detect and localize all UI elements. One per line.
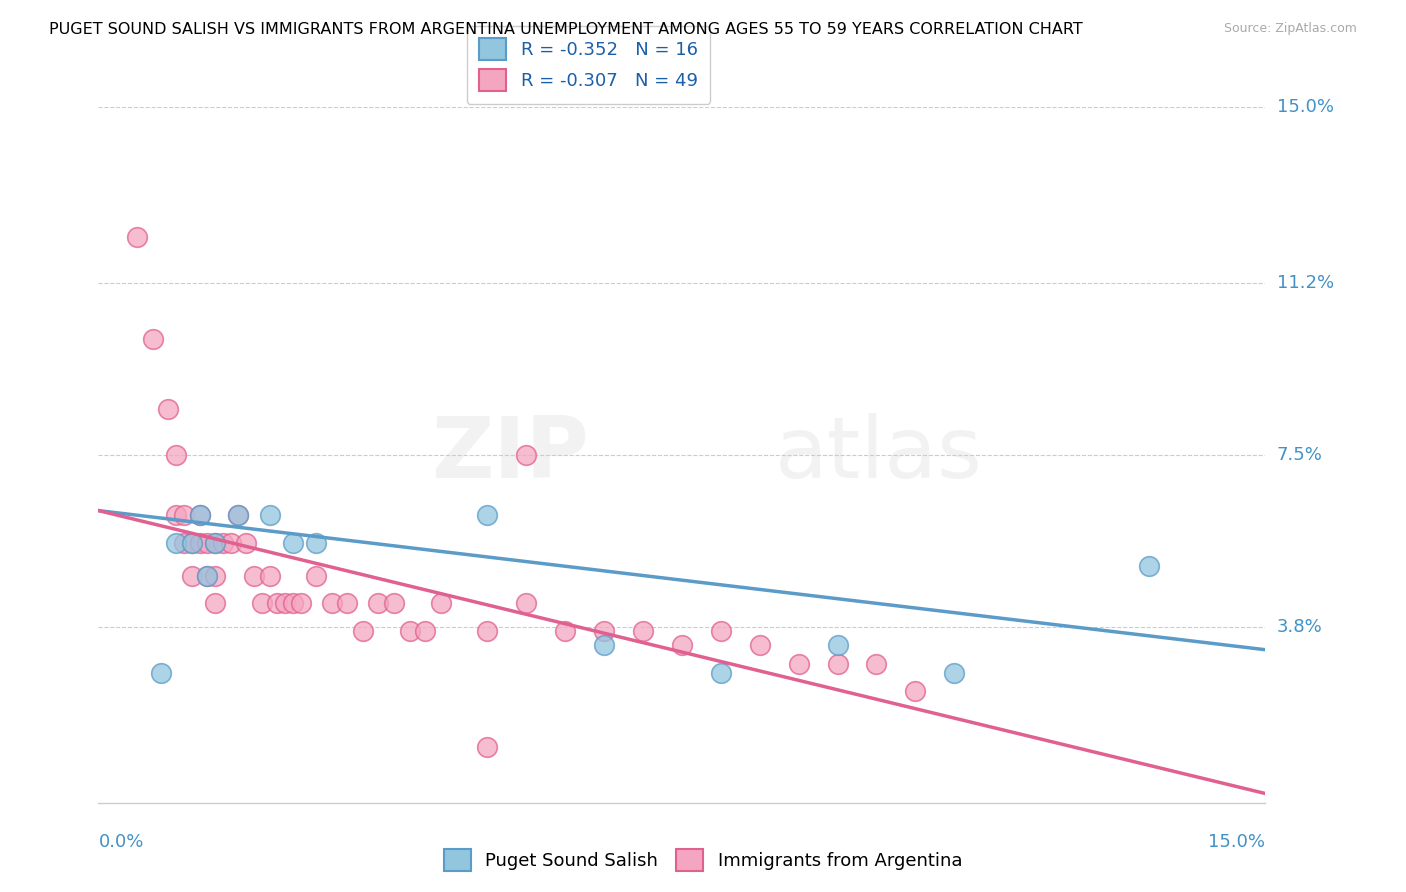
Point (127, 230, 149, 244)
Point (250, 596, 273, 610)
Point (188, 508, 211, 523)
Point (827, 638, 849, 652)
Text: atlas: atlas (775, 413, 983, 497)
Point (195, 568, 218, 582)
Text: 0.0%: 0.0% (98, 833, 143, 851)
Point (188, 508, 211, 523)
Point (228, 508, 250, 523)
Legend: R = -0.352   N = 16, R = -0.307   N = 49: R = -0.352 N = 16, R = -0.307 N = 49 (467, 26, 710, 104)
Point (748, 638, 770, 652)
Point (827, 657, 849, 671)
Point (195, 536, 218, 550)
Point (515, 596, 537, 610)
Point (259, 508, 281, 523)
Point (195, 568, 218, 582)
Point (593, 624, 616, 639)
Point (173, 508, 195, 523)
Text: Source: ZipAtlas.com: Source: ZipAtlas.com (1223, 22, 1357, 36)
Point (305, 568, 328, 582)
Point (710, 665, 733, 680)
Point (321, 596, 343, 610)
Point (235, 536, 257, 550)
Point (290, 596, 312, 610)
Point (165, 536, 187, 550)
Text: 15.0%: 15.0% (1277, 98, 1333, 116)
Point (204, 596, 226, 610)
Point (515, 448, 537, 462)
Point (477, 508, 499, 523)
Point (165, 448, 187, 462)
Point (477, 624, 499, 639)
Point (382, 596, 405, 610)
Point (398, 624, 420, 639)
Text: ZIP: ZIP (430, 413, 589, 497)
Point (336, 596, 359, 610)
Point (631, 624, 654, 639)
Point (204, 568, 226, 582)
Text: PUGET SOUND SALISH VS IMMIGRANTS FROM ARGENTINA UNEMPLOYMENT AMONG AGES 55 TO 59: PUGET SOUND SALISH VS IMMIGRANTS FROM AR… (49, 22, 1083, 37)
Point (259, 568, 281, 582)
Point (180, 536, 202, 550)
Point (554, 624, 576, 639)
Point (281, 536, 304, 550)
Point (219, 536, 242, 550)
Point (204, 536, 226, 550)
Point (429, 596, 451, 610)
Point (787, 657, 810, 671)
Point (477, 740, 499, 755)
Legend: Puget Sound Salish, Immigrants from Argentina: Puget Sound Salish, Immigrants from Arge… (436, 842, 970, 879)
Point (149, 665, 172, 680)
Point (180, 536, 202, 550)
Point (352, 624, 374, 639)
Text: 7.5%: 7.5% (1277, 446, 1323, 464)
Point (593, 638, 616, 652)
Point (367, 596, 389, 610)
Point (710, 624, 733, 639)
Point (157, 401, 180, 416)
Point (243, 568, 266, 582)
Text: 3.8%: 3.8% (1277, 617, 1322, 635)
Point (904, 684, 927, 698)
Point (228, 508, 250, 523)
Point (671, 638, 693, 652)
Text: 11.2%: 11.2% (1277, 275, 1334, 293)
Point (281, 596, 304, 610)
Point (180, 568, 202, 582)
Point (943, 665, 966, 680)
Text: 15.0%: 15.0% (1208, 833, 1265, 851)
Point (188, 536, 211, 550)
Point (173, 536, 195, 550)
Point (266, 596, 288, 610)
Point (865, 657, 887, 671)
Point (413, 624, 436, 639)
Point (142, 332, 165, 346)
Point (212, 536, 235, 550)
Point (165, 508, 187, 523)
Point (1137, 559, 1160, 574)
Point (204, 536, 226, 550)
Point (274, 596, 297, 610)
Point (305, 536, 328, 550)
